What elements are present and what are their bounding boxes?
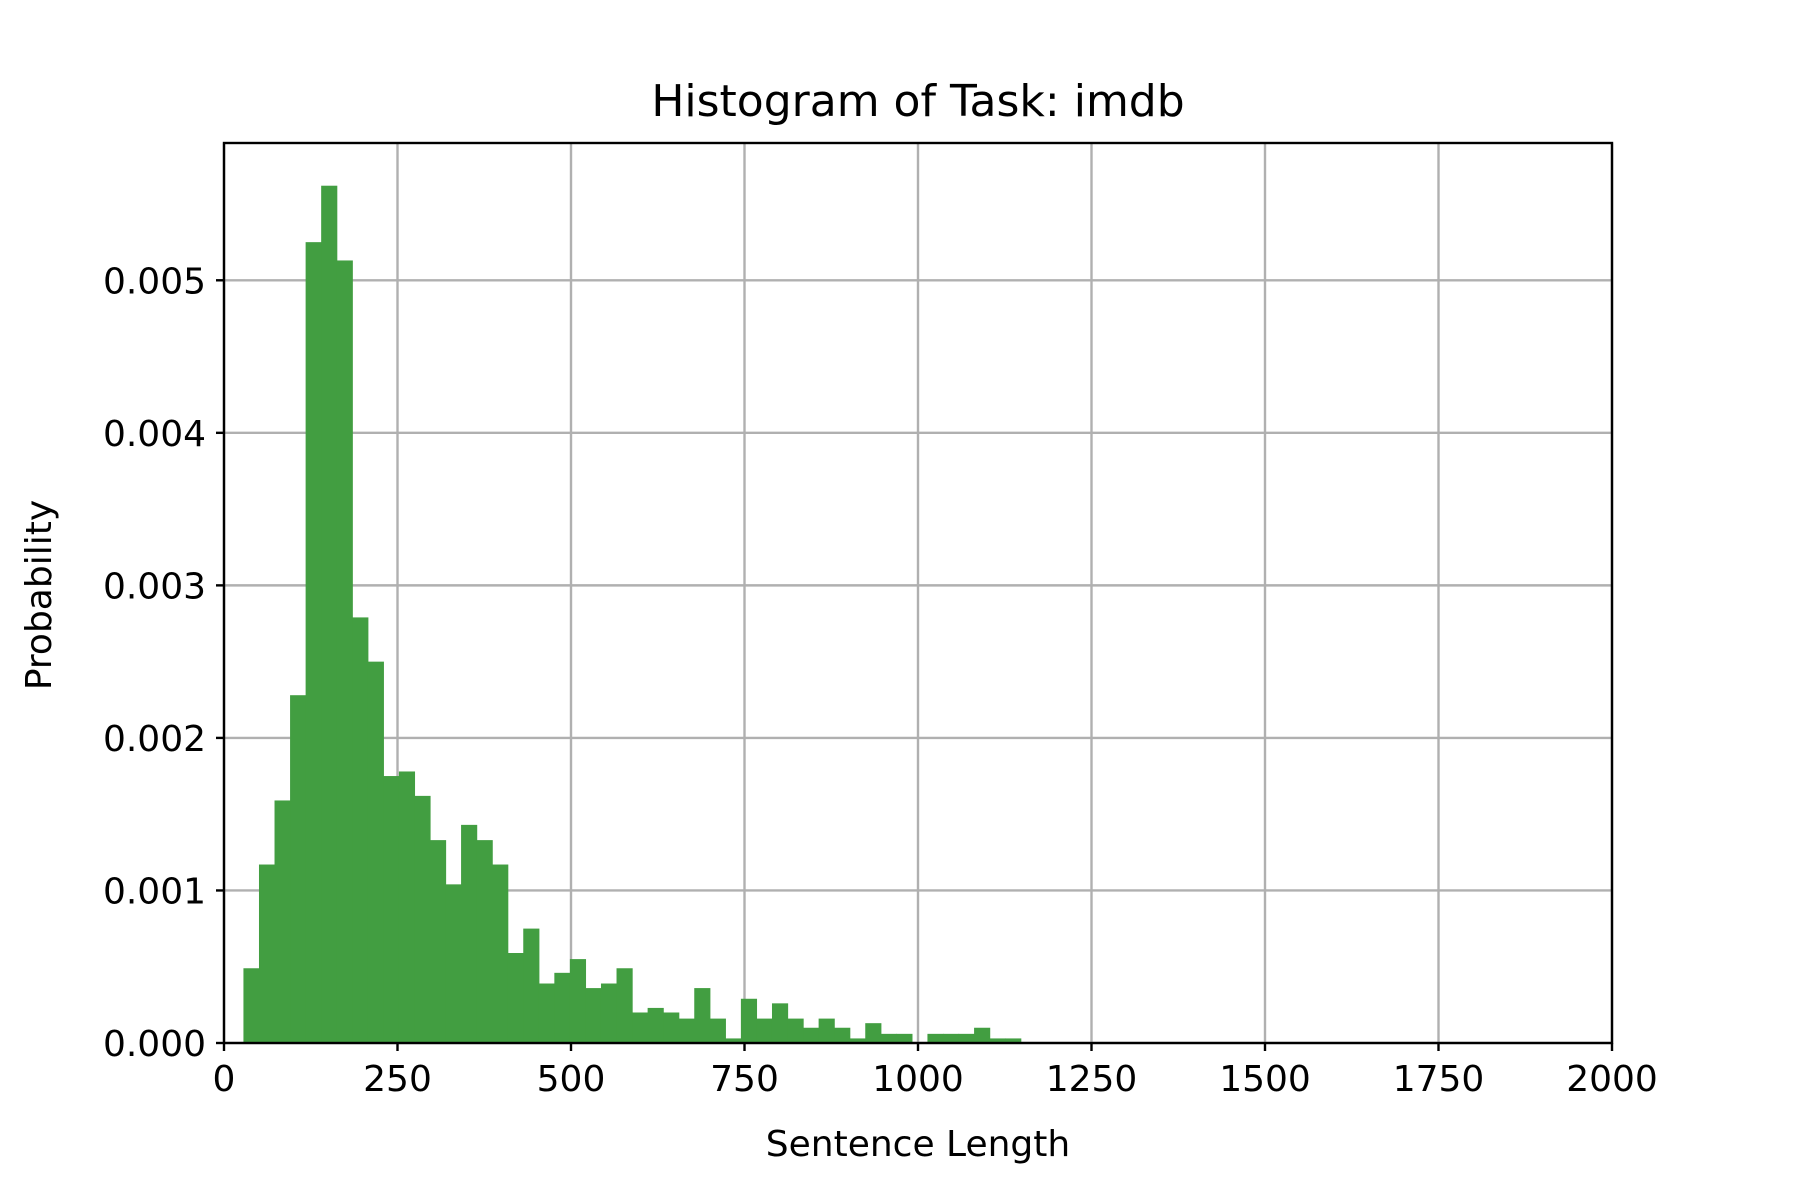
histogram-bar bbox=[554, 972, 571, 1043]
histogram-bar bbox=[647, 1007, 664, 1043]
histogram-bar bbox=[585, 988, 602, 1043]
histogram-bar bbox=[398, 771, 416, 1043]
histogram-bar bbox=[818, 1018, 835, 1043]
histogram-bars bbox=[243, 185, 1022, 1044]
histogram-bar bbox=[492, 864, 509, 1043]
histogram-bar bbox=[880, 1033, 897, 1043]
histogram-bar bbox=[445, 884, 462, 1043]
histogram-bar bbox=[974, 1027, 991, 1043]
histogram-bar bbox=[274, 800, 291, 1043]
histogram-bar bbox=[1005, 1038, 1022, 1043]
histogram-bar bbox=[725, 1038, 742, 1043]
histogram-bar bbox=[461, 824, 478, 1043]
histogram-bar bbox=[865, 1023, 882, 1043]
y-axis-label: Probability bbox=[19, 500, 60, 690]
histogram-bar bbox=[305, 242, 322, 1044]
histogram-bar bbox=[321, 185, 338, 1044]
histogram-bar bbox=[678, 1018, 695, 1043]
histogram-bar bbox=[367, 661, 384, 1043]
histogram-bar bbox=[771, 1003, 789, 1043]
histogram-bar bbox=[756, 1018, 773, 1043]
histogram-bar bbox=[834, 1027, 851, 1043]
x-tick-label: 2000 bbox=[1566, 1059, 1658, 1100]
x-tick-label: 1750 bbox=[1393, 1059, 1485, 1100]
histogram-bar bbox=[476, 840, 493, 1043]
y-axis-ticks: 0.000 0.001 0.002 0.003 0.004 0.005 bbox=[103, 261, 224, 1065]
histogram-bar bbox=[538, 983, 555, 1043]
histogram-bar bbox=[927, 1033, 944, 1043]
x-tick-label: 1250 bbox=[1046, 1059, 1138, 1100]
histogram-bar bbox=[290, 695, 307, 1043]
y-tick-label: 0.005 bbox=[103, 261, 206, 302]
histogram-bar bbox=[569, 959, 587, 1043]
histogram-bar bbox=[616, 968, 633, 1043]
x-axis-ticks: 0 250 500 750 1000 1250 1500 1750 2000 bbox=[213, 1043, 1658, 1100]
histogram-bar bbox=[414, 795, 431, 1043]
histogram-bar bbox=[849, 1038, 866, 1043]
histogram-bar bbox=[663, 1012, 680, 1043]
histogram-bar bbox=[942, 1033, 960, 1043]
y-tick-label: 0.000 bbox=[103, 1024, 206, 1065]
x-tick-label: 250 bbox=[363, 1059, 432, 1100]
histogram-bar bbox=[803, 1027, 820, 1043]
histogram-bar bbox=[523, 928, 540, 1043]
histogram-bar bbox=[632, 1012, 649, 1043]
y-tick-label: 0.004 bbox=[103, 414, 206, 455]
histogram-bar bbox=[507, 953, 524, 1043]
histogram-bar bbox=[958, 1033, 975, 1043]
histogram-bar bbox=[600, 983, 618, 1043]
histogram-bar bbox=[989, 1038, 1006, 1043]
y-tick-label: 0.003 bbox=[103, 566, 206, 607]
histogram-bar bbox=[896, 1033, 913, 1043]
x-tick-label: 1500 bbox=[1219, 1059, 1311, 1100]
y-tick-label: 0.002 bbox=[103, 719, 206, 760]
histogram-bar bbox=[694, 988, 711, 1043]
x-axis-label: Sentence Length bbox=[766, 1124, 1070, 1165]
histogram-bar bbox=[740, 998, 758, 1043]
histogram-bar bbox=[243, 968, 260, 1043]
x-tick-label: 1000 bbox=[872, 1059, 964, 1100]
histogram-bar bbox=[383, 776, 400, 1043]
x-tick-label: 0 bbox=[213, 1059, 236, 1100]
x-tick-label: 500 bbox=[537, 1059, 606, 1100]
histogram-bar bbox=[352, 617, 369, 1043]
x-tick-label: 750 bbox=[710, 1059, 779, 1100]
y-tick-label: 0.001 bbox=[103, 871, 206, 912]
histogram-bar bbox=[709, 1018, 726, 1043]
histogram-bar bbox=[336, 260, 353, 1043]
histogram-bar bbox=[429, 840, 447, 1043]
histogram-bar bbox=[258, 864, 276, 1043]
histogram-bar bbox=[787, 1018, 804, 1043]
chart-title: Histogram of Task: imdb bbox=[651, 76, 1184, 127]
